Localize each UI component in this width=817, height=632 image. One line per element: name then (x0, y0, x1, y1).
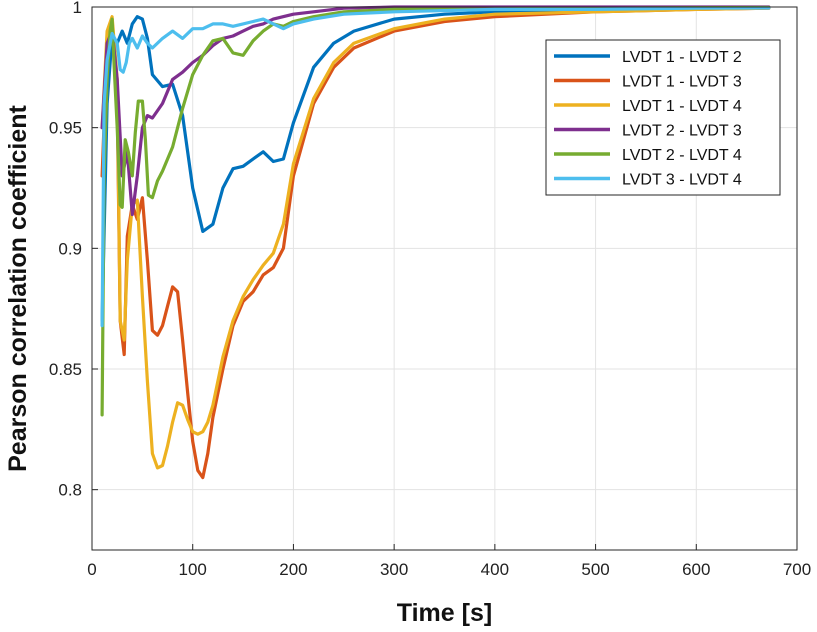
legend-label: LVDT 2 - LVDT 3 (622, 123, 742, 140)
y-axis-label: Pearson correlation coefficient (4, 104, 32, 471)
y-tick-label: 0.85 (49, 360, 82, 379)
legend-label: LVDT 1 - LVDT 4 (622, 98, 742, 115)
y-tick-label: 0.95 (49, 119, 82, 138)
x-tick-label: 500 (581, 560, 609, 579)
series-line-3 (100, 6, 771, 470)
y-tick-label: 0.8 (58, 481, 82, 500)
x-tick-label: 0 (87, 560, 96, 579)
y-tick-label: 1 (73, 0, 82, 17)
legend-label: LVDT 3 - LVDT 4 (622, 172, 742, 189)
x-tick-label: 600 (682, 560, 710, 579)
series-line-1 (100, 6, 771, 323)
x-tick-label: 100 (179, 560, 207, 579)
x-tick-label: 700 (783, 560, 811, 579)
series-layer (100, 5, 771, 480)
series-line-5 (100, 5, 771, 417)
legend: LVDT 1 - LVDT 2 LVDT 1 - LVDT 3 LVDT 1 - L… (545, 39, 781, 196)
legend-label: LVDT 1 - LVDT 2 (622, 49, 742, 66)
legend-label: LVDT 1 - LVDT 3 (622, 74, 742, 91)
x-axis-label: Time [s] (397, 599, 492, 627)
y-axis-ticks: 0.8 0.85 0.9 0.95 1 (49, 0, 98, 500)
y-tick-label: 0.9 (58, 239, 82, 258)
legend-label: LVDT 2 - LVDT 4 (622, 147, 742, 164)
plot-frame (91, 6, 798, 551)
x-tick-label: 400 (481, 560, 509, 579)
series-line-6 (100, 6, 771, 328)
x-axis-ticks: 0 100 200 300 400 500 600 700 (87, 544, 811, 579)
x-tick-label: 200 (279, 560, 307, 579)
legend-box (545, 39, 781, 196)
x-tick-label: 300 (380, 560, 408, 579)
